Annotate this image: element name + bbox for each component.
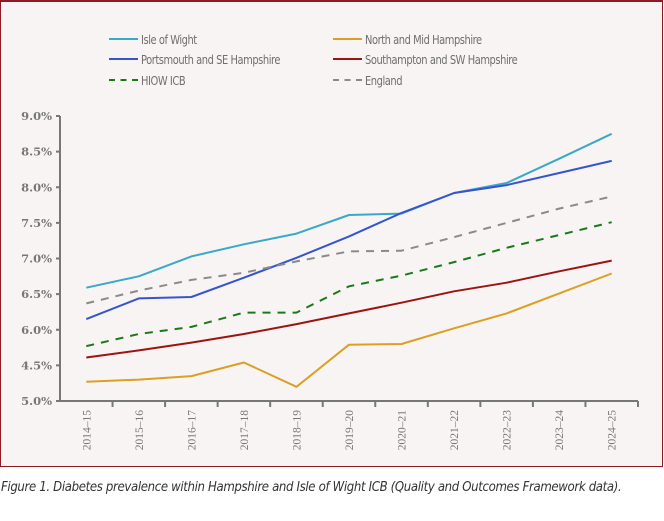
line-chart: 9.0% 8.5% 8.0% 7.5% 7.0% 6.5% 6.0% 4.5% 5.0% 2014… [21, 109, 639, 451]
x-tick-label: 2019–20 [344, 410, 356, 451]
x-tick-label: 2024–25 [607, 410, 619, 451]
legend-swatch-isle-of-wight [109, 38, 138, 40]
x-tick-label: 2015–16 [134, 410, 146, 451]
legend-item-portsmouth-and-se-hampshire: Portsmouth and SE Hampshire [109, 51, 299, 67]
legend-swatch-portsmouth-and-se-hampshire [109, 58, 138, 60]
chart-frame: Isle of Wight North and Mid Hampshire Po… [0, 0, 663, 467]
x-tick-label: 2021–22 [449, 410, 461, 451]
legend-label: Southampton and SW Hampshire [365, 51, 518, 67]
x-tick-label: 2022–23 [502, 410, 514, 451]
y-tick-label: 5.0% [21, 394, 52, 408]
legend-label: HIOW ICB [141, 72, 186, 88]
legend-item-isle-of-wight: Isle of Wight [109, 31, 204, 47]
x-tick-label: 2016–17 [186, 410, 198, 451]
legend-label: Portsmouth and SE Hampshire [141, 51, 281, 67]
x-tick-label: 2023–24 [554, 410, 566, 451]
y-tick-label: 9.0% [21, 109, 52, 123]
legend-item-north-and-mid-hampshire: North and Mid Hampshire [333, 31, 498, 47]
figure-caption-text: Figure 1. Diabetes prevalence within Ham… [1, 479, 622, 495]
series-line-southampton-and-sw-hampshire [86, 259, 612, 359]
y-tick-label: 8.5% [21, 145, 52, 159]
legend-label: England [365, 72, 403, 88]
legend-swatch-north-and-mid-hampshire [333, 38, 362, 40]
y-tick-label: 7.0% [21, 252, 52, 266]
y-tick-label: 4.5% [21, 358, 52, 372]
x-tick-label: 2020–21 [397, 410, 409, 451]
series-lines [85, 132, 613, 388]
series-line-north-and-mid-hampshire [86, 272, 613, 388]
legend-label: North and Mid Hampshire [365, 31, 482, 47]
figure-caption: Figure 1. Diabetes prevalence within Ham… [1, 478, 663, 497]
legend-swatch-hiow-icb [109, 79, 138, 81]
legend-item-england: England [333, 72, 407, 88]
legend-swatch-england [333, 79, 362, 81]
series-line-hiow-icb [86, 221, 612, 348]
legend-label: Isle of Wight [141, 31, 197, 47]
series-line-portsmouth-and-se-hampshire [85, 159, 612, 321]
series-line-isle-of-wight [86, 132, 613, 289]
y-tick-label: 8.0% [21, 180, 52, 194]
legend-item-hiow-icb: HIOW ICB [109, 72, 191, 88]
y-tick-label: 7.5% [21, 216, 52, 230]
legend-item-southampton-and-sw-hampshire: Southampton and SW Hampshire [333, 51, 538, 67]
legend-swatch-southampton-and-sw-hampshire [333, 58, 362, 60]
x-tick-label: 2014–15 [81, 410, 93, 451]
x-tick-label: 2018–19 [291, 410, 303, 451]
x-tick-label: 2017–18 [239, 410, 251, 451]
y-tick-label: 6.5% [21, 287, 52, 301]
axes: 9.0% 8.5% 8.0% 7.5% 7.0% 6.5% 6.0% 4.5% 5.0% 2014… [21, 109, 639, 451]
y-tick-label: 6.0% [21, 323, 52, 337]
